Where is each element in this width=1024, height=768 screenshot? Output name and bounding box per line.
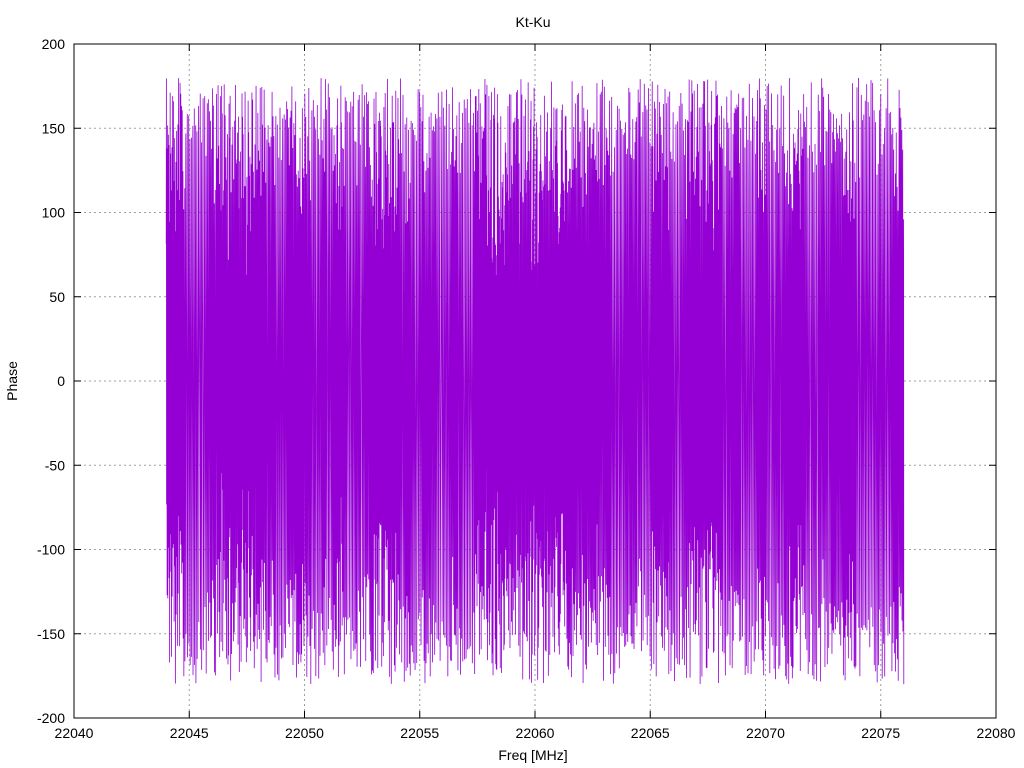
- y-tick-label: -200: [37, 710, 65, 726]
- y-tick-label: 100: [42, 205, 66, 221]
- x-tick-label: 22060: [516, 725, 555, 741]
- y-tick-label: 200: [42, 36, 66, 52]
- axis-ticks: [73, 43, 997, 719]
- x-tick-label: 22055: [400, 725, 439, 741]
- x-tick-label: 22065: [631, 725, 670, 741]
- x-tick-label: 22080: [977, 725, 1016, 741]
- y-tick-label: 0: [57, 373, 65, 389]
- y-tick-label: -100: [37, 542, 65, 558]
- y-tick-label: 50: [49, 289, 65, 305]
- series-kt-ku-phase: [165, 77, 905, 685]
- series-line: [165, 77, 905, 685]
- x-tick-label: 22040: [55, 725, 94, 741]
- x-tick-labels: 22040 22045 22050 22055 22060 22065 22070 22075…: [55, 725, 1016, 741]
- y-tick-label: -50: [45, 457, 65, 473]
- y-axis-label: Phase: [4, 361, 20, 401]
- x-tick-label: 22045: [170, 725, 209, 741]
- y-tick-label: -150: [37, 626, 65, 642]
- y-tick-labels: -200 -150 -100 -50 0 50 100 150 200: [37, 36, 65, 726]
- chart-title: Kt-Ku: [515, 14, 550, 30]
- x-axis-label: Freq [MHz]: [498, 747, 567, 763]
- x-tick-label: 22070: [746, 725, 785, 741]
- y-tick-label: 150: [42, 120, 66, 136]
- x-tick-label: 22075: [861, 725, 900, 741]
- x-tick-label: 22050: [285, 725, 324, 741]
